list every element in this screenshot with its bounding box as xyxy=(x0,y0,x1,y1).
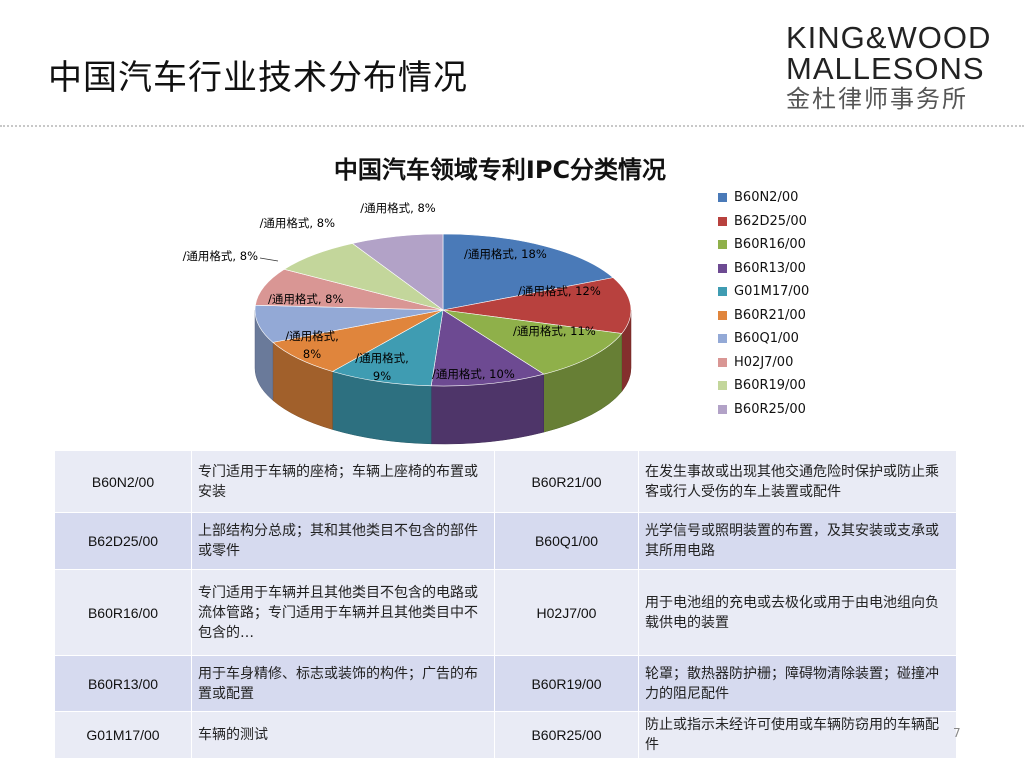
page-title: 中国汽车行业技术分布情况 xyxy=(48,58,468,98)
ipc-code: B60R19/00 xyxy=(494,655,639,712)
logo-line-2: MALLESONS xyxy=(786,51,985,86)
legend-item: B62D25/00 xyxy=(718,210,868,234)
ipc-description: 防止或指示未经许可使用或车辆防窃用的车辆配件 xyxy=(638,711,957,759)
legend-item: B60R13/00 xyxy=(718,257,868,281)
legend-item: B60R16/00 xyxy=(718,233,868,257)
legend-swatch xyxy=(718,334,727,344)
legend-item: G01M17/00 xyxy=(718,280,868,304)
pie-slice xyxy=(442,309,623,375)
legend-label: B60R19/00 xyxy=(734,378,806,394)
legend-label: B60R25/00 xyxy=(734,401,806,417)
legend-label: B60R13/00 xyxy=(734,260,806,276)
legend-label: B62D25/00 xyxy=(734,213,807,229)
legend-swatch xyxy=(718,263,727,273)
pie-tops xyxy=(254,233,632,387)
pie-slice xyxy=(283,243,444,311)
pie-slice xyxy=(442,277,632,334)
chart-title: 中国汽车领域专利IPC分类情况 xyxy=(333,156,667,184)
legend-item: B60R19/00 xyxy=(718,374,868,398)
ipc-code: B60Q1/00 xyxy=(494,512,639,570)
pie-sides xyxy=(254,309,632,445)
pie-data-label: /通用格式, 10% xyxy=(432,367,515,381)
ipc-code: H02J7/00 xyxy=(494,569,639,656)
legend-item: H02J7/00 xyxy=(718,351,868,375)
pie-data-label: /通用格式, 18% xyxy=(464,247,547,261)
logo-line-3: 金杜律师事务所 xyxy=(786,85,968,113)
table-row: B60R13/00 用于车身精修、标志或装饰的构件；广告的布置或配置 B60R1… xyxy=(54,655,957,712)
legend-swatch xyxy=(718,357,727,367)
pie-data-label: /通用格式, 8% xyxy=(268,292,344,306)
legend-swatch xyxy=(718,193,727,203)
ipc-description: 轮罩；散热器防护栅；障碍物清除装置；碰撞冲力的阻尼配件 xyxy=(638,655,957,712)
pie-data-label: /通用格式, 12% xyxy=(518,284,601,298)
page-number: 7 xyxy=(953,726,961,740)
ipc-code: B62D25/00 xyxy=(54,512,192,570)
legend-item: B60R21/00 xyxy=(718,304,868,328)
ipc-description: 在发生事故或出现其他交通危险时保护或防止乘客或行人受伤的车上装置或配件 xyxy=(638,450,957,513)
pie-data-label: /通用格式, 8% xyxy=(285,329,339,361)
legend-label: B60R16/00 xyxy=(734,237,806,253)
pie-data-label: /通用格式, 8% xyxy=(360,201,436,215)
legend-swatch xyxy=(718,310,727,320)
legend-label: G01M17/00 xyxy=(734,284,810,300)
chart-legend: B60N2/00 B62D25/00 B60R16/00 B60R13/00 G… xyxy=(718,186,868,421)
pie-chart: /通用格式, 18% /通用格式, 12% /通用格式, 11% /通用格式, 10%… xyxy=(183,201,632,445)
legend-label: H02J7/00 xyxy=(734,354,794,370)
ipc-description: 用于电池组的充电或去极化或用于由电池组向负载供电的装置 xyxy=(638,569,957,656)
pie-data-label: /通用格式, 9% xyxy=(355,351,409,383)
pie-slice xyxy=(272,309,444,372)
pie-slice xyxy=(254,304,444,343)
pie-labels: /通用格式, 18% /通用格式, 12% /通用格式, 11% /通用格式, 10%… xyxy=(183,201,601,383)
legend-swatch xyxy=(718,216,727,226)
ipc-code: B60N2/00 xyxy=(54,450,192,513)
pie-slice xyxy=(351,233,444,311)
pie-data-label: /通用格式, 8% xyxy=(183,249,259,263)
ipc-code: B60R16/00 xyxy=(54,569,192,656)
legend-swatch xyxy=(718,240,727,250)
logo-line-1: KING&WOOD xyxy=(786,20,992,55)
legend-item: B60R25/00 xyxy=(718,398,868,422)
legend-label: B60R21/00 xyxy=(734,307,806,323)
pie-data-label: /通用格式, 8% xyxy=(260,216,336,230)
pie-slice xyxy=(442,233,614,311)
table-row: B60N2/00 专门适用于车辆的座椅；车辆上座椅的布置或安装 B60R21/0… xyxy=(54,450,957,513)
ipc-code: G01M17/00 xyxy=(54,711,192,759)
table-row: B62D25/00 上部结构分总成；其和其他类目不包含的部件或零件 B60Q1/… xyxy=(54,512,957,570)
ipc-description: 光学信号或照明装置的布置，及其安装或支承或其所用电路 xyxy=(638,512,957,570)
ipc-code-table: B60N2/00 专门适用于车辆的座椅；车辆上座椅的布置或安装 B60R21/0… xyxy=(54,450,957,759)
legend-item: B60Q1/00 xyxy=(718,327,868,351)
legend-swatch xyxy=(718,404,727,414)
legend-item: B60N2/00 xyxy=(718,186,868,210)
ipc-code: B60R13/00 xyxy=(54,655,192,712)
ipc-description: 车辆的测试 xyxy=(191,711,495,759)
leader-line xyxy=(259,257,279,262)
table-row: G01M17/00 车辆的测试 B60R25/00 防止或指示未经许可使用或车辆… xyxy=(54,711,957,759)
company-logo: KING&WOOD MALLESONS 金杜律师事务所 xyxy=(786,22,996,114)
ipc-description: 用于车身精修、标志或装饰的构件；广告的布置或配置 xyxy=(191,655,495,712)
ipc-code: B60R25/00 xyxy=(494,711,639,759)
legend-swatch xyxy=(718,381,727,391)
table-row: B60R16/00 专门适用于车辆并且其他类目不包含的电路或流体管路；专门适用于… xyxy=(54,569,957,656)
legend-swatch xyxy=(718,287,727,297)
legend-label: B60N2/00 xyxy=(734,190,799,206)
legend-label: B60Q1/00 xyxy=(734,331,799,347)
ipc-code: B60R21/00 xyxy=(494,450,639,513)
ipc-description: 上部结构分总成；其和其他类目不包含的部件或零件 xyxy=(191,512,495,570)
ipc-description: 专门适用于车辆并且其他类目不包含的电路或流体管路；专门适用于车辆并且其他类目中不… xyxy=(191,569,495,656)
pie-slice xyxy=(430,309,545,387)
pie-data-label: /通用格式, 11% xyxy=(513,324,596,338)
ipc-description: 专门适用于车辆的座椅；车辆上座椅的布置或安装 xyxy=(191,450,495,513)
pie-slice xyxy=(255,268,444,311)
pie-slice xyxy=(331,309,444,387)
header-divider xyxy=(0,125,1024,127)
